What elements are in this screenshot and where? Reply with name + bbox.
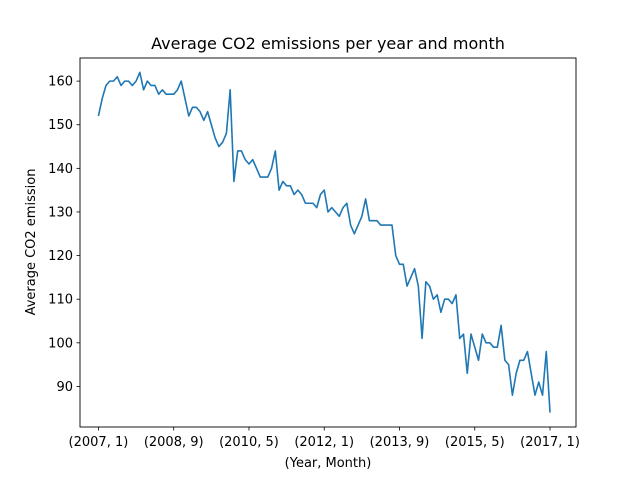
y-tick-label: 110 [48, 293, 73, 308]
x-tick-label: (2015, 5) [445, 435, 505, 450]
y-tick-label: 140 [48, 162, 73, 177]
x-tick-label: (2017, 1) [520, 435, 580, 450]
plot-area-frame [79, 57, 577, 428]
co2-emission-line [97, 71, 551, 413]
x-axis-label: (Year, Month) [285, 456, 372, 471]
y-tick-label: 120 [48, 249, 73, 264]
x-tick-label: (2007, 1) [69, 435, 129, 450]
y-tick-label: 160 [48, 75, 73, 90]
chart-title: Average CO2 emissions per year and month [151, 34, 505, 53]
y-tick-label: 90 [56, 380, 73, 395]
y-tick-label: 150 [48, 118, 73, 133]
y-axis-label: Average CO2 emission [24, 169, 39, 316]
y-axis-ticks: 90 100 110 120 130 140 150 160 [48, 75, 80, 395]
x-axis-ticks: (2007, 1) (2008, 9) (2010, 5) (2012, 1) (201… [69, 427, 580, 450]
x-tick-label: (2012, 1) [294, 435, 354, 450]
x-tick-label: (2013, 9) [370, 435, 430, 450]
x-tick-label: (2008, 9) [144, 435, 204, 450]
x-tick-label: (2010, 5) [219, 435, 279, 450]
y-tick-label: 100 [48, 336, 73, 351]
y-tick-label: 130 [48, 205, 73, 220]
